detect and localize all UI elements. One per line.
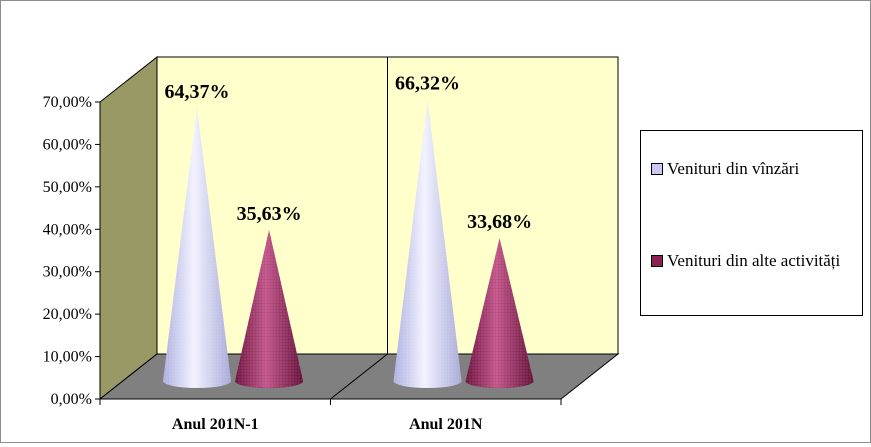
x-axis-labels: Anul 201N-1 Anul 201N xyxy=(172,416,483,433)
y-tick-label: 0,00% xyxy=(51,391,92,408)
legend-swatch-vanzari xyxy=(651,163,663,175)
cone-texture xyxy=(235,229,304,389)
cone-bar xyxy=(465,238,534,389)
data-label: 66,32% xyxy=(395,73,460,95)
cone-bar xyxy=(163,107,232,389)
y-tick-label: 50,00% xyxy=(43,179,92,196)
y-tick-label: 60,00% xyxy=(43,136,92,153)
y-axis: 0,00% 10,00% 20,00% 30,00% 40,00% 50,00% 60,00… xyxy=(43,94,562,408)
cone-texture xyxy=(465,238,534,389)
y-tick-label: 10,00% xyxy=(43,349,92,366)
legend-item-alte-activitati: Venituri din alte activități xyxy=(651,250,847,271)
chart-cones: 64,37% 35,63% 66,32% 33,68% xyxy=(163,73,534,389)
y-tick-label: 20,00% xyxy=(43,306,92,323)
data-label: 64,37% xyxy=(165,81,230,103)
x-category-label: Anul 201N xyxy=(409,416,483,433)
legend-label-vanzari: Venituri din vînzări xyxy=(667,159,800,178)
x-category-label: Anul 201N-1 xyxy=(172,416,259,433)
y-tick-label: 30,00% xyxy=(43,264,92,281)
legend-item-vanzari: Venituri din vînzări xyxy=(651,158,847,179)
legend-swatch-alte-activitati xyxy=(651,255,663,267)
cone-texture xyxy=(393,99,462,389)
cone-bar xyxy=(235,229,304,389)
legend-label-alte-activitati: Venituri din alte activități xyxy=(667,251,841,270)
chart-walls xyxy=(98,55,620,401)
floor-divider xyxy=(330,353,388,400)
data-label: 33,68% xyxy=(467,211,532,233)
chart-legend: Venituri din vînzări Venituri din alte a… xyxy=(640,130,863,316)
data-label: 35,63% xyxy=(237,203,302,225)
cone-texture xyxy=(163,107,232,389)
cone-bar xyxy=(393,99,462,389)
y-tick-label: 70,00% xyxy=(43,94,92,111)
side-wall xyxy=(99,55,158,401)
y-tick-label: 40,00% xyxy=(43,221,92,238)
